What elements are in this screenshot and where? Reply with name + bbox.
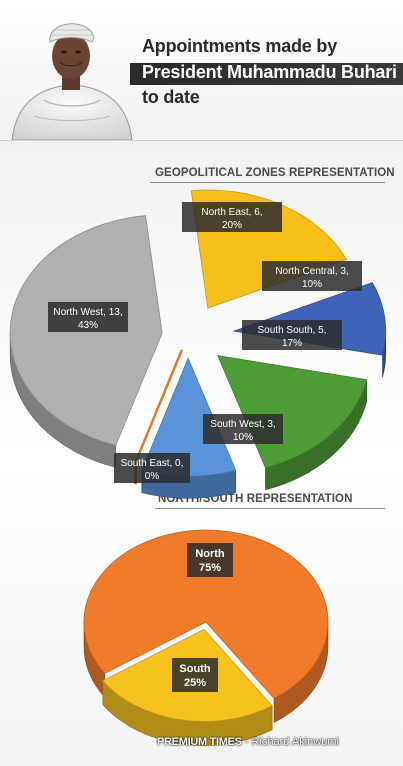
svg-text:10%: 10% — [233, 432, 253, 443]
footer-credit: PREMIUM TIMES - Richard Akinwumi — [157, 736, 339, 748]
data-label-south: South 25% — [172, 658, 218, 692]
svg-text:South West, 3,: South West, 3, — [210, 419, 275, 430]
data-label-north: North 75% — [187, 543, 233, 577]
data-label-south-west: South West, 3, 10% — [203, 414, 283, 444]
data-label-north-west: North West, 13, 43% — [48, 302, 128, 332]
zones-title-rule — [150, 182, 385, 183]
data-label-north-east: North East, 6, 20% — [182, 202, 282, 232]
header-banner: Appointments made by President Muhammadu… — [0, 0, 403, 141]
pie-slice-north-west — [9, 215, 163, 468]
svg-text:North East, 6,: North East, 6, — [201, 207, 262, 218]
data-label-south-south: South South, 5, 17% — [242, 320, 342, 350]
svg-text:0%: 0% — [145, 471, 160, 482]
footer-brand: PREMIUM TIMES — [157, 736, 242, 748]
svg-text:43%: 43% — [78, 320, 98, 331]
data-label-north-central: North Central, 3, 10% — [262, 261, 362, 291]
north-south-title-rule — [155, 508, 385, 509]
svg-text:South South, 5,: South South, 5, — [258, 325, 327, 336]
pie-slice-north — [83, 529, 329, 723]
title-line-1: Appointments made by — [142, 36, 338, 56]
svg-text:North West, 13,: North West, 13, — [53, 307, 122, 318]
footer-author: Richard Akinwumi — [251, 736, 339, 748]
title-highlight-bar — [130, 63, 403, 85]
svg-text:South: South — [179, 663, 210, 675]
data-label-south-east: South East, 0, 0% — [114, 453, 190, 483]
president-portrait — [11, 23, 133, 140]
svg-text:25%: 25% — [184, 677, 206, 689]
svg-text:North: North — [195, 548, 225, 560]
zones-chart-title: GEOPOLITICAL ZONES REPRESENTATION — [155, 167, 395, 179]
title-line-3: to date — [142, 87, 200, 107]
svg-text:10%: 10% — [302, 279, 322, 290]
svg-text:75%: 75% — [199, 562, 221, 574]
svg-text:South East, 0,: South East, 0, — [121, 458, 184, 469]
svg-text:North Central, 3,: North Central, 3, — [275, 266, 348, 277]
svg-text:20%: 20% — [222, 220, 242, 231]
title-line-2: President Muhammadu Buhari — [142, 62, 397, 82]
svg-text:17%: 17% — [282, 338, 302, 349]
footer-separator: - — [241, 736, 252, 748]
